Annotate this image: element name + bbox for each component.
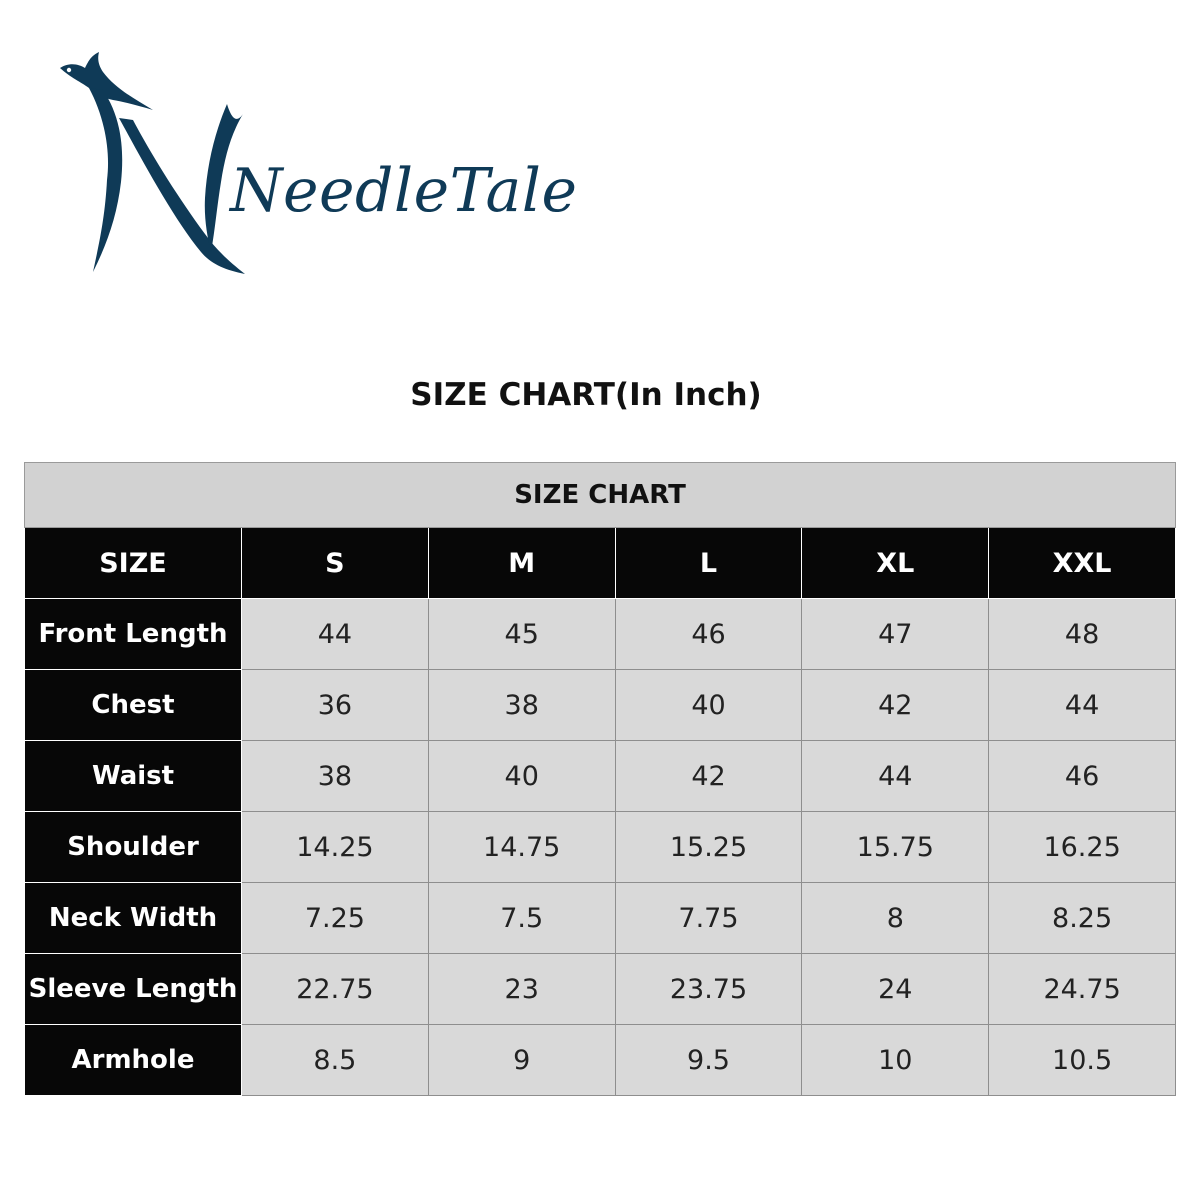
table-row: Front Length 44 45 46 47 48 bbox=[24, 598, 1177, 670]
table-cell: 24 bbox=[801, 953, 990, 1025]
size-header-l: L bbox=[614, 527, 803, 599]
table-cell: 48 bbox=[988, 598, 1177, 670]
table-cell: 42 bbox=[801, 669, 990, 741]
table-cell: 8.25 bbox=[988, 882, 1177, 954]
table-row: Shoulder 14.25 14.75 15.25 15.75 16.25 bbox=[24, 811, 1177, 883]
table-cell: 45 bbox=[427, 598, 616, 670]
table-row: Armhole 8.5 9 9.5 10 10.5 bbox=[24, 1024, 1177, 1096]
table-cell: 40 bbox=[614, 669, 803, 741]
table-cell: 8 bbox=[801, 882, 990, 954]
size-chart-caption: SIZE CHART bbox=[23, 462, 1177, 528]
size-header-s: S bbox=[241, 527, 429, 599]
row-label: Shoulder bbox=[24, 811, 242, 883]
table-cell: 47 bbox=[801, 598, 990, 670]
row-label: Neck Width bbox=[24, 882, 242, 954]
table-cell: 46 bbox=[614, 598, 803, 670]
table-row: Chest 36 38 40 42 44 bbox=[24, 669, 1177, 741]
corner-label: SIZE bbox=[24, 527, 242, 599]
table-cell: 44 bbox=[241, 598, 429, 670]
table-cell: 10 bbox=[801, 1024, 990, 1096]
table-cell: 10.5 bbox=[988, 1024, 1177, 1096]
size-header-m: M bbox=[427, 527, 616, 599]
size-header-xl: XL bbox=[801, 527, 990, 599]
table-cell: 42 bbox=[614, 740, 803, 812]
size-chart-table: SIZE CHART SIZE S M L XL XXL Front Lengt… bbox=[23, 462, 1177, 1096]
table-cell: 7.25 bbox=[241, 882, 429, 954]
table-cell: 36 bbox=[241, 669, 429, 741]
table-cell: 8.5 bbox=[241, 1024, 429, 1096]
table-row: Neck Width 7.25 7.5 7.75 8 8.25 bbox=[24, 882, 1177, 954]
brand-logo: NeedleTale bbox=[55, 48, 615, 288]
table-cell: 22.75 bbox=[241, 953, 429, 1025]
bird-n-logo-icon bbox=[60, 52, 245, 274]
table-cell: 9 bbox=[427, 1024, 616, 1096]
table-cell: 7.75 bbox=[614, 882, 803, 954]
table-cell: 44 bbox=[988, 669, 1177, 741]
row-label: Armhole bbox=[24, 1024, 242, 1096]
table-row: Waist 38 40 42 44 46 bbox=[24, 740, 1177, 812]
size-header-xxl: XXL bbox=[988, 527, 1177, 599]
table-cell: 40 bbox=[427, 740, 616, 812]
size-header-row: SIZE S M L XL XXL bbox=[24, 527, 1177, 599]
table-cell: 15.25 bbox=[614, 811, 803, 883]
table-cell: 46 bbox=[988, 740, 1177, 812]
table-cell: 15.75 bbox=[801, 811, 990, 883]
row-label: Waist bbox=[24, 740, 242, 812]
table-cell: 38 bbox=[427, 669, 616, 741]
table-cell: 44 bbox=[801, 740, 990, 812]
table-row: Sleeve Length 22.75 23 23.75 24 24.75 bbox=[24, 953, 1177, 1025]
table-cell: 14.75 bbox=[427, 811, 616, 883]
row-label: Chest bbox=[24, 669, 242, 741]
table-cell: 38 bbox=[241, 740, 429, 812]
table-cell: 14.25 bbox=[241, 811, 429, 883]
table-cell: 23.75 bbox=[614, 953, 803, 1025]
table-cell: 23 bbox=[427, 953, 616, 1025]
page-title: SIZE CHART(In Inch) bbox=[410, 377, 762, 413]
table-cell: 24.75 bbox=[988, 953, 1177, 1025]
table-cell: 9.5 bbox=[614, 1024, 803, 1096]
brand-name: NeedleTale bbox=[230, 156, 578, 226]
row-label: Front Length bbox=[24, 598, 242, 670]
table-cell: 7.5 bbox=[427, 882, 616, 954]
table-cell: 16.25 bbox=[988, 811, 1177, 883]
row-label: Sleeve Length bbox=[24, 953, 242, 1025]
